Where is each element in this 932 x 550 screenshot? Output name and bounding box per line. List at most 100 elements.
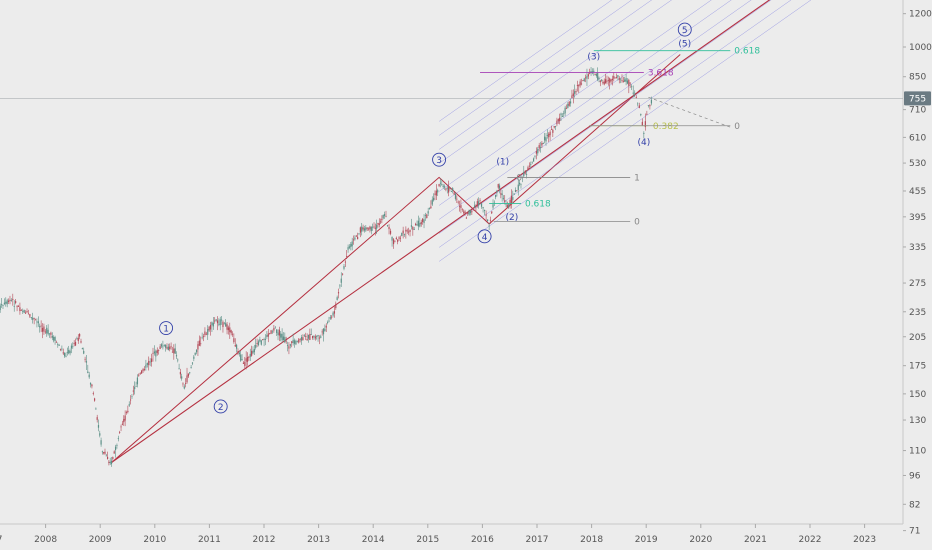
fib-level-0-label: 0.618 (734, 47, 760, 57)
candle-body (89, 382, 92, 385)
candle-body (428, 207, 431, 209)
candle-body (246, 356, 249, 362)
candle-body (620, 78, 622, 80)
candle-body (106, 456, 109, 459)
candle-body (354, 237, 356, 240)
candle-body (506, 205, 508, 208)
y-tick-label: 235 (909, 308, 926, 318)
candle-body (443, 186, 446, 188)
wave-circle-1 (159, 321, 174, 335)
candle-body (0, 304, 3, 306)
candle-body (227, 327, 230, 331)
candle-body (450, 191, 452, 193)
candle-body (456, 198, 458, 200)
candle-body (420, 222, 422, 225)
candle-body (257, 341, 260, 346)
candle-body (333, 311, 336, 314)
candle-body (611, 78, 614, 81)
candle-body (234, 344, 236, 347)
candle-body (53, 336, 55, 341)
candle-body (51, 335, 53, 338)
candle-body (357, 236, 359, 240)
candle-body (646, 113, 648, 115)
candle-body (36, 321, 38, 323)
fib-level-4-label: 0 (516, 173, 522, 183)
candle-body (310, 334, 312, 335)
candle-body (520, 183, 522, 185)
candle-body (575, 91, 577, 93)
candle-body (607, 80, 609, 81)
candle-body (65, 355, 67, 357)
candle-body (285, 340, 287, 342)
candle-body (17, 306, 20, 307)
candle-body (269, 333, 271, 335)
x-tick-label: 2020 (689, 535, 712, 545)
channel-line (438, 0, 732, 206)
candle-body (27, 313, 30, 315)
candle-body (79, 333, 81, 337)
candle-body (419, 222, 421, 227)
candle-body (571, 95, 573, 98)
candle-body (48, 333, 51, 335)
candle-body (211, 322, 213, 326)
candle-body (112, 457, 114, 459)
candle-body (278, 329, 280, 336)
candle-body (139, 373, 141, 374)
candle-body (146, 363, 148, 365)
candle-body (281, 333, 283, 341)
candle-body (97, 425, 100, 428)
candle-body (236, 344, 238, 349)
candle-body (467, 212, 469, 214)
candle-body (355, 235, 357, 237)
candle-body (369, 226, 371, 230)
x-tick-label: 2017 (526, 535, 549, 545)
y-tick-label: 175 (909, 362, 926, 372)
candle-body (83, 350, 85, 354)
candle-body (634, 92, 636, 94)
x-tick-label: 2014 (362, 535, 385, 545)
candle-body (101, 451, 103, 453)
candle-body (461, 208, 463, 210)
candle-body (435, 190, 437, 196)
candle-body (291, 341, 293, 343)
candle-body (296, 340, 298, 342)
candle-body (603, 81, 605, 85)
candle-body (504, 200, 506, 202)
candle-body (305, 336, 307, 337)
candle-body (256, 343, 258, 344)
candle-body (314, 336, 316, 339)
candle-body (150, 358, 153, 363)
candle-body (413, 229, 415, 230)
candles-group (0, 66, 653, 467)
candle-body (276, 329, 278, 333)
candle-body (497, 184, 499, 188)
candle-body (311, 335, 314, 339)
candle-body (170, 346, 172, 348)
candle-body (22, 310, 24, 312)
candle-body (30, 317, 32, 318)
candle-body (200, 343, 202, 345)
candle-body (205, 333, 207, 335)
candle-body (617, 75, 619, 78)
candle-body (495, 194, 497, 198)
candle-body (61, 348, 63, 350)
fib-level-2-label: 0.382 (653, 122, 679, 132)
candle-body (373, 226, 375, 228)
candle-body (405, 229, 407, 232)
candle-body (292, 339, 294, 344)
candle-body (377, 223, 379, 225)
candle-body (433, 197, 435, 201)
candle-body (650, 99, 653, 104)
candle-body (492, 204, 494, 208)
candle-body (473, 205, 476, 208)
candle-body (136, 377, 139, 385)
y-tick-label: 205 (909, 333, 926, 343)
candle-body (350, 244, 352, 247)
candle-body (166, 347, 168, 349)
candle-body (541, 142, 543, 146)
candle-body (615, 77, 618, 78)
channel-line (438, 0, 752, 220)
candle-body (431, 199, 433, 205)
